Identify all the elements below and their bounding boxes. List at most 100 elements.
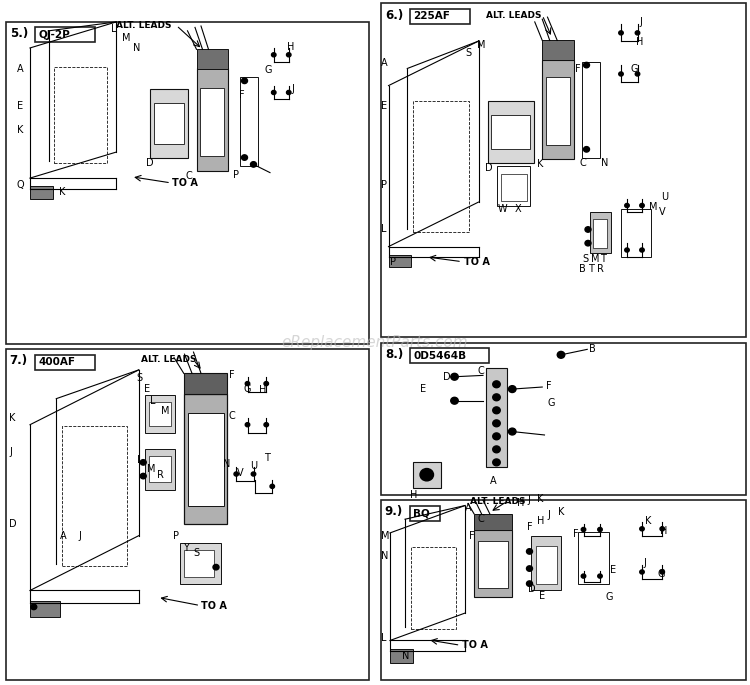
Circle shape [493,446,500,453]
Text: D: D [9,519,16,529]
Bar [148,402,171,426]
Bar [34,355,94,370]
Circle shape [557,351,565,358]
Text: P: P [390,258,396,267]
Bar [184,373,227,394]
Bar [410,9,470,24]
Text: X: X [514,204,521,214]
Bar [188,413,224,506]
Text: R: R [158,471,164,480]
Bar [542,60,574,159]
Text: L: L [150,396,155,406]
Text: M: M [477,40,485,49]
Text: P: P [172,531,178,540]
Circle shape [640,527,644,531]
Circle shape [598,574,602,578]
Text: ALT. LEADS: ALT. LEADS [141,355,196,364]
Bar [410,506,440,521]
Bar [30,601,60,616]
Circle shape [585,240,591,246]
Bar [150,89,188,158]
Text: A: A [381,58,388,68]
Circle shape [635,31,640,35]
Circle shape [585,227,591,232]
Circle shape [625,203,629,208]
Bar [497,166,530,205]
Circle shape [264,423,268,427]
Text: ALT. LEADS: ALT. LEADS [486,10,542,20]
Text: N: N [134,43,141,53]
Bar [154,103,184,144]
Circle shape [140,460,146,465]
Text: F: F [470,531,476,540]
Text: 7.): 7.) [10,355,28,367]
Text: G: G [244,384,251,394]
Text: E: E [144,384,150,394]
Bar [381,342,746,495]
Text: C: C [477,514,484,524]
Circle shape [251,162,257,167]
Text: A: A [16,64,23,73]
Text: S: S [136,373,142,383]
Text: QJ-2P: QJ-2P [38,30,70,40]
Bar [200,88,224,156]
Circle shape [584,147,590,152]
Text: TO A: TO A [201,601,226,610]
Circle shape [264,382,268,386]
Text: H: H [660,526,668,536]
Text: R: R [597,264,604,273]
Circle shape [286,90,291,95]
Text: G: G [657,569,664,579]
Text: eReplacementParts.com: eReplacementParts.com [282,335,468,350]
Bar [34,27,94,42]
Circle shape [451,397,458,404]
Text: G: G [631,64,638,73]
Circle shape [635,72,640,76]
Text: E: E [538,591,544,601]
Circle shape [625,248,629,252]
Text: M: M [650,202,658,212]
Text: V: V [237,468,244,477]
Text: N: N [602,158,609,168]
Text: J: J [548,510,550,520]
Text: K: K [537,494,543,503]
Bar [30,186,52,199]
Circle shape [619,72,623,76]
Circle shape [493,420,500,427]
Text: M: M [381,531,389,540]
Text: D: D [442,372,450,382]
Text: Q: Q [16,180,24,190]
Circle shape [526,566,532,571]
Text: P: P [381,180,387,190]
Circle shape [420,469,434,481]
Text: E: E [420,384,426,394]
Text: M: M [147,464,155,473]
Text: 9.): 9.) [385,506,403,518]
Circle shape [493,407,500,414]
Text: ALT. LEADS: ALT. LEADS [116,21,172,30]
Text: TO A: TO A [172,178,198,188]
Circle shape [286,53,291,57]
Circle shape [509,428,516,435]
Text: K: K [16,125,22,135]
Circle shape [270,484,274,488]
Text: 225AF: 225AF [413,12,450,21]
Text: G: G [548,398,555,408]
Text: J: J [9,447,12,457]
Circle shape [493,433,500,440]
Circle shape [581,527,586,532]
Text: 6.): 6.) [385,9,403,21]
Text: N: N [402,651,410,661]
Circle shape [245,423,250,427]
Circle shape [509,386,516,393]
Text: 8.): 8.) [385,348,403,360]
Text: T: T [588,264,594,273]
Bar [388,255,411,267]
Text: H: H [259,386,266,395]
Text: F: F [573,530,579,539]
Bar [413,462,441,488]
Bar [6,22,369,344]
Text: N: N [381,551,388,561]
Text: L: L [381,634,386,643]
Bar [621,209,651,257]
